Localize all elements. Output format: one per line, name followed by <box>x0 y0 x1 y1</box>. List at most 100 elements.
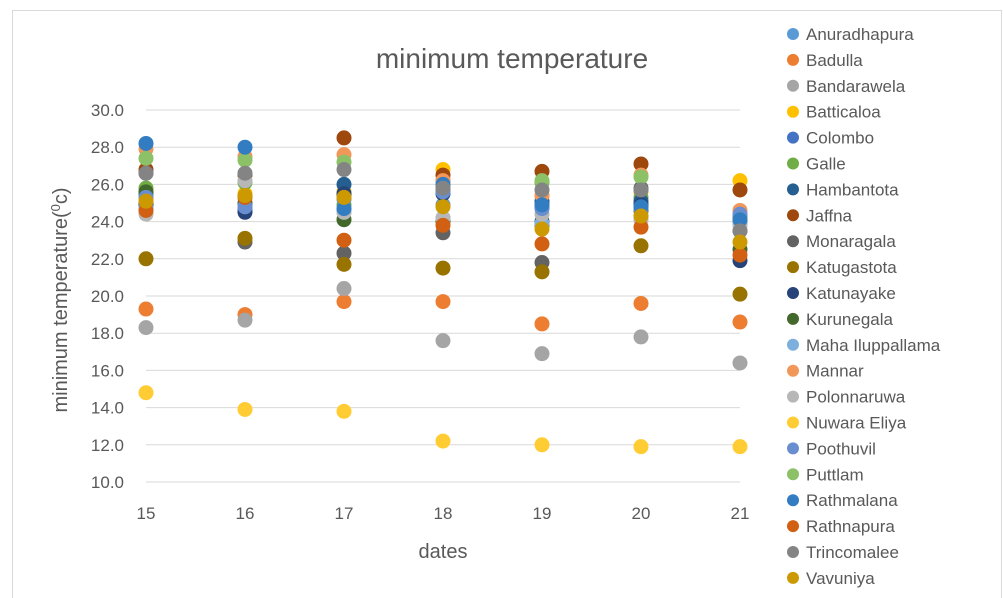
data-point <box>435 199 451 215</box>
data-point <box>237 139 253 155</box>
data-point <box>138 193 154 209</box>
data-point <box>633 208 649 224</box>
data-point <box>336 130 352 146</box>
data-point <box>534 236 550 252</box>
data-point <box>138 251 154 267</box>
data-point <box>534 221 550 237</box>
data-point <box>435 180 451 196</box>
data-point <box>633 238 649 254</box>
data-point <box>435 294 451 310</box>
data-point <box>237 165 253 181</box>
legend-label: Batticaloa <box>806 103 881 122</box>
data-point <box>138 165 154 181</box>
data-point <box>633 295 649 311</box>
chart-frame <box>12 10 1002 598</box>
data-point <box>138 320 154 336</box>
legend-label: Badulla <box>806 51 863 70</box>
data-point <box>534 437 550 453</box>
legend-marker <box>787 468 799 481</box>
data-point <box>336 189 352 205</box>
data-point <box>633 169 649 185</box>
series-points <box>138 281 748 371</box>
legend-label: Kurunegala <box>806 310 894 329</box>
legend-label: Nuwara Eliya <box>806 414 907 433</box>
legend-label: Anuradhapura <box>806 25 914 44</box>
data-point <box>336 294 352 310</box>
y-axis-title-main: minimum temperature( <box>50 211 72 413</box>
data-point <box>633 439 649 455</box>
series-points <box>138 162 748 239</box>
y-tick-label: 18.0 <box>91 324 124 343</box>
x-tick-label: 15 <box>137 504 156 523</box>
legend: Anuradhapura Badulla Bandarawela Batticaloa… <box>787 25 941 588</box>
data-point <box>435 333 451 349</box>
legend-label: Rathnapura <box>806 517 895 536</box>
data-points <box>138 130 748 455</box>
data-point <box>534 264 550 280</box>
data-point <box>732 314 748 330</box>
data-point <box>732 247 748 263</box>
data-point <box>534 197 550 213</box>
data-point <box>732 234 748 250</box>
y-tick-label: 28.0 <box>91 138 124 157</box>
y-axis-title-superscript: 0 <box>48 204 63 211</box>
legend-marker <box>787 261 799 274</box>
y-tick-label: 14.0 <box>91 399 124 418</box>
legend-label: Polonnaruwa <box>806 388 906 407</box>
data-point <box>138 385 154 401</box>
legend-marker <box>787 546 799 558</box>
y-axis-title: minimum temperature(0c) <box>48 187 72 412</box>
data-point <box>732 212 748 228</box>
legend-marker <box>787 287 799 299</box>
data-point <box>237 312 253 328</box>
legend-marker <box>787 235 799 248</box>
legend-label: Puttlam <box>806 465 864 484</box>
legend-label: Galle <box>806 155 846 174</box>
data-point <box>138 301 154 317</box>
y-axis-ticks: 10.0 12.0 14.0 16.0 18.0 20.0 22.0 24.0 26.0 28.0… <box>91 101 124 492</box>
y-tick-label: 26.0 <box>91 175 124 194</box>
y-tick-label: 30.0 <box>91 101 124 120</box>
legend-label: Mannar <box>806 362 864 381</box>
x-tick-label: 21 <box>731 504 750 523</box>
legend-marker <box>787 105 799 118</box>
y-tick-label: 10.0 <box>91 473 124 492</box>
legend-marker <box>787 183 799 196</box>
data-point <box>237 188 253 204</box>
data-point <box>138 150 154 166</box>
x-tick-label: 19 <box>533 504 552 523</box>
x-axis-title: dates <box>419 541 468 563</box>
data-point <box>237 152 253 168</box>
legend-marker <box>787 209 799 222</box>
y-axis-title-end: c) <box>50 187 72 204</box>
data-point <box>534 346 550 362</box>
legend-marker <box>787 312 799 325</box>
legend-label: Katugastota <box>806 258 897 277</box>
data-point <box>336 256 352 272</box>
x-tick-label: 20 <box>632 504 651 523</box>
data-point <box>435 260 451 276</box>
data-point <box>633 182 649 198</box>
legend-marker <box>787 364 799 377</box>
data-point <box>633 156 649 172</box>
data-point <box>237 401 253 417</box>
x-tick-label: 16 <box>236 504 255 523</box>
legend-label: Bandarawela <box>806 77 906 96</box>
series-points <box>138 230 748 302</box>
legend-label: Hambantota <box>806 180 899 199</box>
legend-marker <box>787 131 799 144</box>
series-points <box>138 294 748 332</box>
legend-label: Colombo <box>806 129 874 148</box>
legend-label: Monaragala <box>806 232 896 251</box>
legend-marker <box>787 157 799 170</box>
legend-label: Maha Iluppallama <box>806 336 941 355</box>
data-point <box>633 219 649 235</box>
data-point <box>138 135 154 151</box>
legend-label: Vavuniya <box>806 569 875 588</box>
legend-marker <box>787 28 799 40</box>
data-point <box>336 201 352 217</box>
data-point <box>336 281 352 297</box>
legend-marker <box>787 494 799 507</box>
x-tick-label: 18 <box>434 504 453 523</box>
